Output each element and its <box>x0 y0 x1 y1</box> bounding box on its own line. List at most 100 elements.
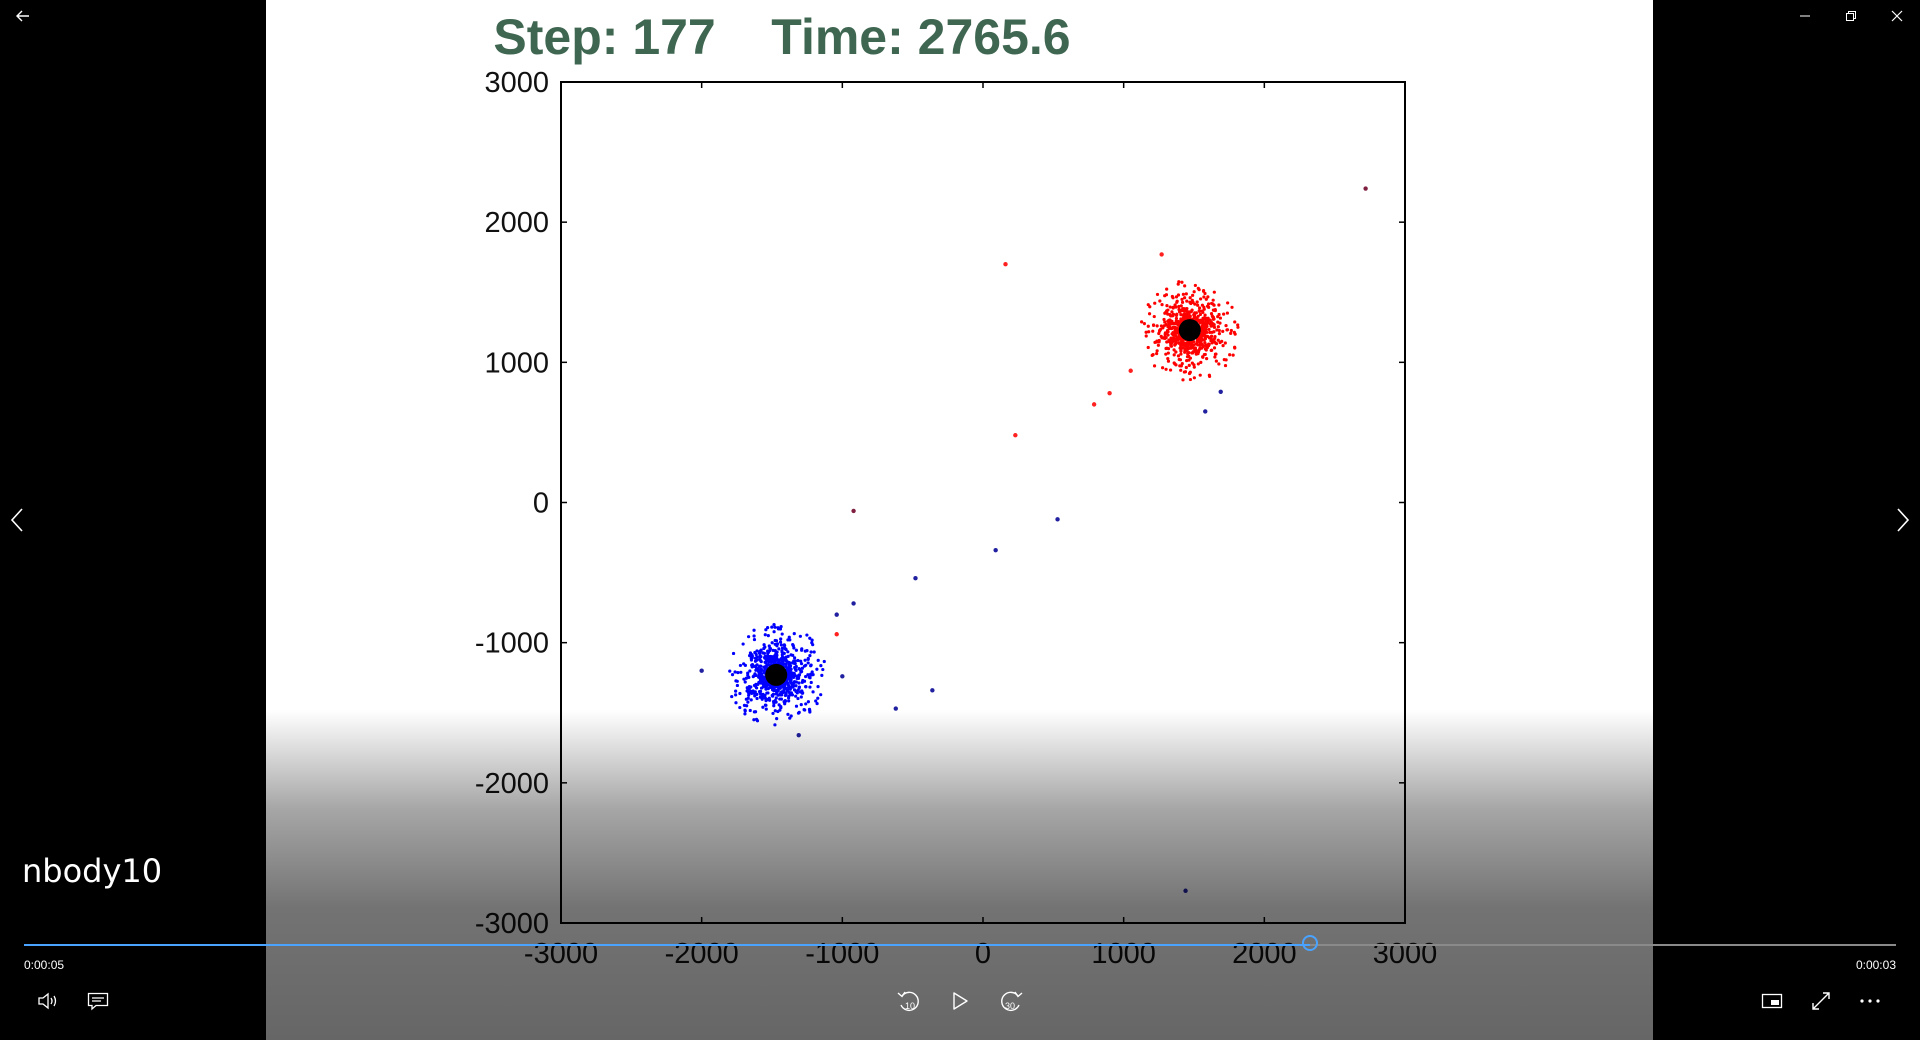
particle-point <box>1165 287 1169 291</box>
particle-point <box>778 640 783 644</box>
particle-point <box>1180 280 1184 284</box>
particle-point <box>816 696 820 700</box>
particle-point <box>785 688 789 693</box>
particle-point <box>760 674 764 679</box>
particle-point <box>809 663 813 667</box>
play-button[interactable] <box>940 984 980 1018</box>
particle-point <box>780 650 784 654</box>
particle-point <box>763 633 767 637</box>
particle-point <box>1169 339 1174 344</box>
particle-point <box>819 664 823 668</box>
particle-point <box>798 634 802 638</box>
video-frame[interactable]: Step: 177 Time: 2765.6 -3000 -2000 -1000 0 1… <box>266 0 1653 1040</box>
particle-point <box>772 623 776 627</box>
particle-point <box>1177 280 1181 284</box>
particle-point <box>1192 313 1197 317</box>
fullscreen-button[interactable] <box>1801 984 1841 1018</box>
stray-particle-point <box>930 688 935 693</box>
particle-point <box>803 674 808 679</box>
particle-point <box>1233 320 1237 324</box>
particle-point <box>762 646 766 651</box>
particle-point <box>793 665 797 670</box>
particle-point <box>785 666 789 670</box>
particle-point <box>1191 339 1196 344</box>
particle-point <box>744 676 748 680</box>
particle-point <box>1189 341 1193 345</box>
particle-point <box>1164 293 1169 297</box>
particle-point <box>1151 329 1155 333</box>
particle-point <box>752 674 756 678</box>
particle-point <box>1185 355 1190 359</box>
particle-point <box>1222 312 1226 316</box>
particle-point <box>1171 331 1175 335</box>
particle-point <box>1196 286 1200 290</box>
particle-point <box>796 711 801 715</box>
restore-button[interactable] <box>1828 0 1874 32</box>
particle-point <box>1164 367 1168 371</box>
particle-point <box>807 707 812 711</box>
particle-point <box>774 692 778 696</box>
particle-point <box>788 663 792 667</box>
y-tick-label: -2000 <box>475 768 549 800</box>
particle-point <box>738 663 743 668</box>
particle-point <box>1188 310 1192 314</box>
particle-point <box>1194 342 1198 346</box>
particle-point <box>1207 327 1211 332</box>
particle-point <box>734 701 738 705</box>
particle-point <box>802 679 807 683</box>
skip-forward-button[interactable]: 30 <box>991 984 1031 1018</box>
particle-point <box>1192 290 1196 294</box>
particle-point <box>1202 322 1206 326</box>
particle-point <box>797 673 802 677</box>
skip-back-label: 10 <box>905 1001 915 1011</box>
particle-point <box>1198 312 1202 317</box>
particle-point <box>1206 295 1210 299</box>
particle-point <box>730 673 735 677</box>
particle-point <box>1200 326 1204 330</box>
particle-point <box>779 643 783 647</box>
particle-point <box>766 686 770 691</box>
particle-point <box>1192 376 1196 380</box>
volume-button[interactable] <box>28 984 68 1018</box>
particle-point <box>760 697 764 701</box>
particle-point <box>1166 351 1170 355</box>
particle-point <box>745 689 749 693</box>
particle-point <box>1210 301 1214 306</box>
particle-point <box>808 685 812 689</box>
mini-view-button[interactable] <box>1752 984 1792 1018</box>
next-button[interactable] <box>1888 500 1918 540</box>
previous-button[interactable] <box>2 500 32 540</box>
particle-point <box>1211 298 1215 302</box>
x-tick-label: 1000 <box>1091 938 1156 970</box>
skip-back-button[interactable]: 10 <box>889 984 929 1018</box>
particle-point <box>1163 332 1167 336</box>
particle-point <box>1144 334 1148 338</box>
particle-point <box>808 710 812 714</box>
particle-point <box>1236 325 1240 329</box>
particle-point <box>750 656 754 660</box>
particle-point <box>743 712 747 716</box>
particle-point <box>796 696 800 701</box>
particle-point <box>1173 334 1178 338</box>
particle-point <box>1181 309 1185 313</box>
fullscreen-icon <box>1812 992 1830 1010</box>
particle-point <box>777 703 781 707</box>
captions-button[interactable] <box>78 984 118 1018</box>
particle-point <box>1212 317 1216 321</box>
seek-bar[interactable] <box>24 944 1896 946</box>
particle-point <box>1172 353 1176 357</box>
particle-point <box>752 637 757 642</box>
seek-thumb[interactable] <box>1302 935 1319 951</box>
particle-point <box>1218 316 1222 320</box>
particle-point <box>775 642 780 646</box>
more-button[interactable] <box>1850 984 1890 1018</box>
particle-point <box>799 695 803 699</box>
restore-icon <box>1846 11 1856 21</box>
close-button[interactable] <box>1874 0 1920 32</box>
back-button[interactable] <box>0 0 46 32</box>
particle-point <box>1160 303 1164 307</box>
stray-particle-point <box>834 612 839 617</box>
particle-point <box>1174 350 1178 354</box>
minimize-button[interactable] <box>1782 0 1828 32</box>
particle-point <box>743 680 747 684</box>
